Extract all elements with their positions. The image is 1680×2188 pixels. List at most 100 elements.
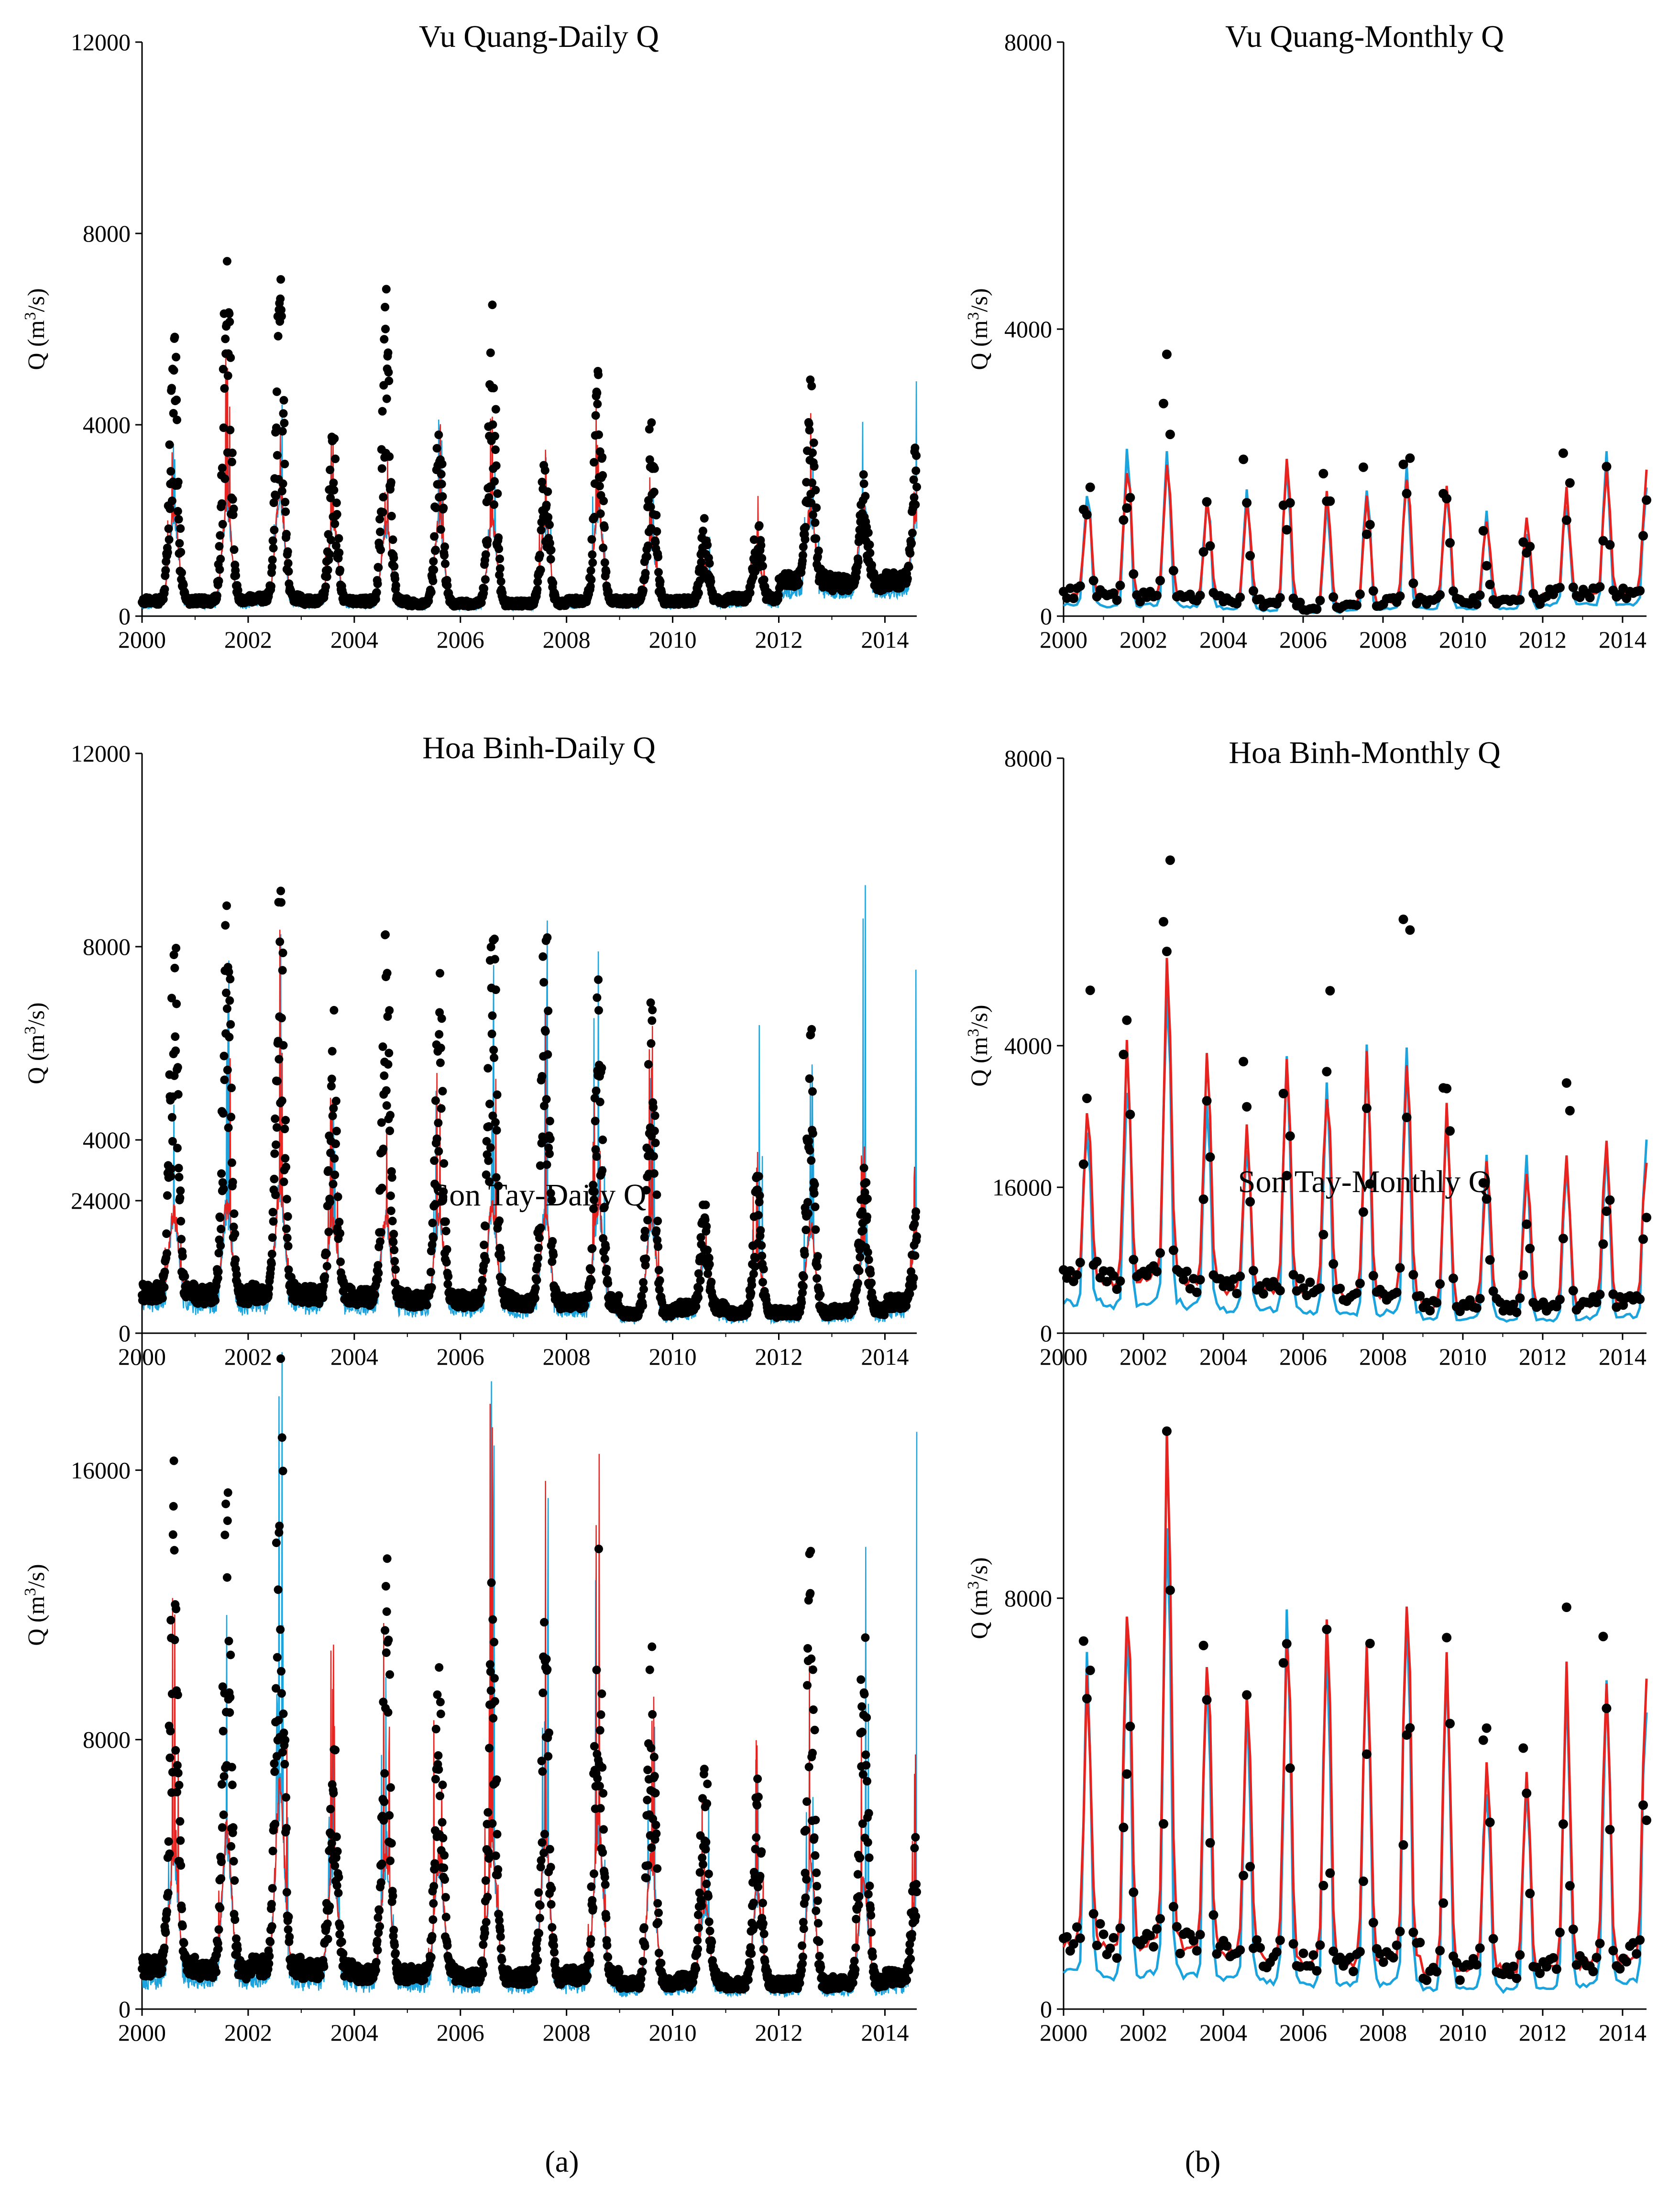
observed-point — [910, 1219, 919, 1228]
observed-point — [165, 504, 175, 513]
st-daily-xtick-label: 2000 — [118, 2019, 166, 2046]
observed-point — [277, 1689, 286, 1698]
hb-monthly-xtick-label: 2008 — [1359, 1343, 1407, 1370]
observed-point — [1235, 592, 1245, 602]
hb-monthly-title: Hoa Binh-Monthly Q — [1229, 735, 1500, 770]
observed-point — [222, 988, 231, 997]
observed-point — [282, 1162, 290, 1171]
observed-point — [159, 1957, 168, 1967]
observed-point — [1485, 580, 1495, 589]
observed-point — [322, 1249, 331, 1258]
observed-point — [268, 555, 277, 564]
observed-point — [434, 1751, 443, 1760]
observed-point — [485, 1177, 494, 1186]
observed-point — [481, 550, 490, 559]
observed-point — [598, 471, 607, 480]
observed-point — [600, 523, 609, 532]
observed-point — [590, 458, 598, 467]
observed-point — [437, 470, 446, 479]
st-daily-xtick-label: 2010 — [649, 2019, 697, 2046]
observed-point — [1168, 1245, 1178, 1255]
observed-point — [331, 454, 340, 464]
hb-daily-ytick-label: 0 — [119, 1320, 131, 1347]
observed-point — [1482, 561, 1492, 571]
observed-point — [280, 1760, 289, 1768]
observed-point — [173, 1691, 182, 1700]
observed-point — [441, 1217, 450, 1226]
observed-point — [272, 1538, 281, 1547]
vq-monthly-xtick-label: 2004 — [1199, 626, 1247, 653]
observed-point — [431, 545, 440, 554]
observed-point — [175, 1172, 184, 1182]
observed-point — [390, 1941, 399, 1950]
observed-point — [430, 1156, 439, 1165]
observed-point — [1551, 1302, 1561, 1312]
observed-point — [1315, 596, 1325, 606]
observed-point — [486, 1686, 495, 1695]
observed-point — [1642, 1213, 1651, 1223]
observed-point — [278, 427, 287, 436]
observed-point — [227, 1158, 236, 1167]
observed-point — [384, 1060, 393, 1069]
observed-point — [1112, 1284, 1122, 1294]
observed-point — [163, 548, 172, 557]
vq-monthly-observed-points — [1059, 349, 1651, 615]
vq-monthly-xtick-label: 2002 — [1120, 626, 1167, 653]
observed-point — [799, 1282, 808, 1291]
observed-point — [805, 1074, 814, 1083]
observed-point — [696, 1233, 705, 1242]
observed-point — [1445, 1126, 1455, 1136]
observed-point — [1432, 1298, 1442, 1308]
observed-point — [805, 426, 814, 435]
observed-point — [223, 1516, 232, 1525]
observed-point — [279, 396, 288, 405]
observed-point — [384, 1049, 394, 1058]
observed-point — [231, 571, 241, 580]
observed-point — [1152, 590, 1162, 600]
observed-point — [226, 974, 235, 983]
observed-point — [808, 478, 817, 487]
observed-point — [433, 1690, 442, 1699]
observed-point — [653, 1216, 662, 1226]
observed-point — [330, 1154, 339, 1163]
observed-point — [231, 1255, 240, 1264]
observed-point — [487, 1029, 496, 1039]
observed-point — [326, 1804, 335, 1813]
observed-point — [173, 1761, 182, 1770]
observed-point — [490, 1637, 499, 1647]
observed-point — [1482, 1194, 1492, 1204]
observed-point — [1305, 1277, 1315, 1287]
observed-point — [1395, 591, 1405, 601]
vq-daily-xtick-label: 2014 — [861, 626, 909, 653]
observed-point — [428, 1218, 437, 1227]
observed-point — [480, 1240, 489, 1249]
observed-point — [486, 942, 495, 951]
hb-daily-xtick-label: 2004 — [330, 1343, 378, 1370]
observed-point — [490, 934, 499, 943]
observed-point — [279, 409, 288, 418]
observed-point — [436, 1791, 444, 1801]
observed-point — [429, 1234, 438, 1243]
observed-point — [851, 1297, 860, 1306]
observed-point — [1565, 478, 1575, 488]
observed-point — [378, 508, 387, 517]
observed-point — [545, 1149, 554, 1158]
observed-point — [1522, 1219, 1532, 1229]
observed-point — [1358, 1207, 1368, 1217]
observed-point — [801, 535, 810, 544]
observed-point — [1085, 985, 1095, 995]
observed-point — [642, 1186, 651, 1195]
observed-point — [1425, 1305, 1435, 1315]
observed-point — [1355, 589, 1365, 599]
observed-point — [335, 1217, 344, 1227]
observed-point — [703, 1246, 712, 1255]
observed-point — [530, 1294, 539, 1303]
observed-point — [232, 1270, 241, 1279]
observed-point — [798, 1288, 807, 1297]
observed-point — [746, 588, 755, 597]
observed-point — [436, 1058, 445, 1067]
observed-point — [491, 405, 500, 414]
